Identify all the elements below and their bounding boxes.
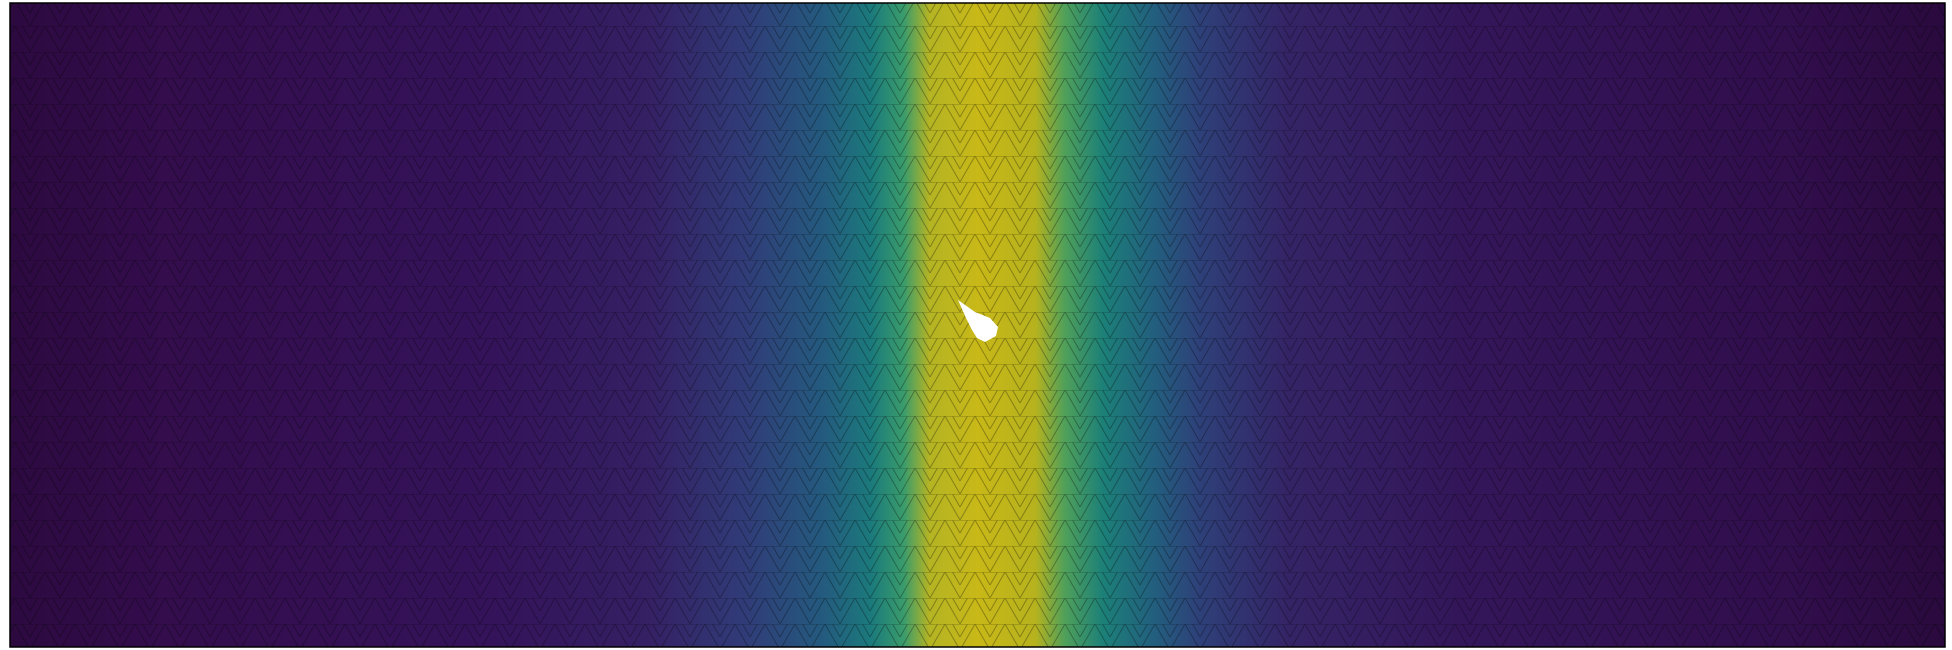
domain-border: [9, 2, 1946, 648]
hole: [958, 300, 998, 342]
